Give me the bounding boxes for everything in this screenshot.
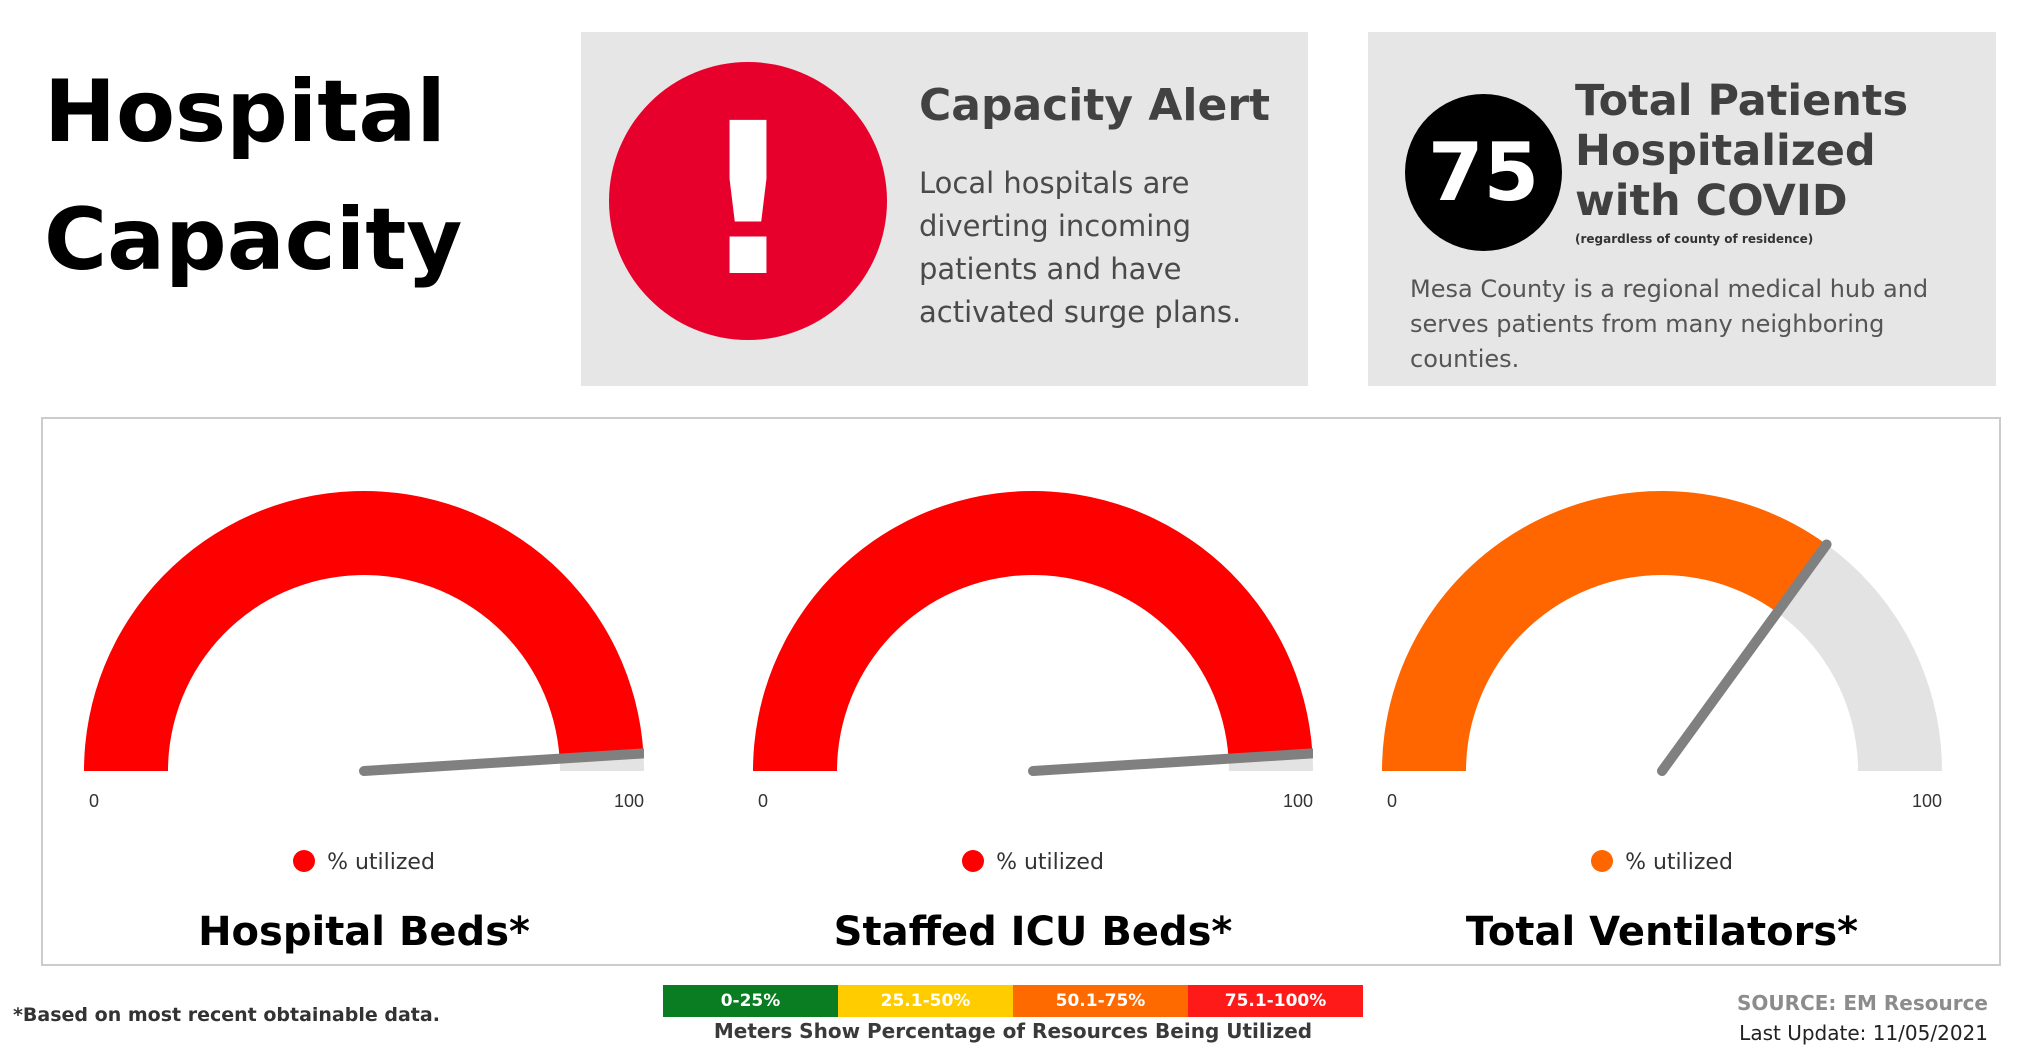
scale-segment-50-75: 50.1-75% — [1013, 985, 1188, 1017]
scale-segment-25-50: 25.1-50% — [838, 985, 1013, 1017]
page-title: Hospital Capacity — [44, 48, 462, 304]
legend-dot — [962, 850, 985, 872]
capacity-alert-panel: ! Capacity Alert Local hospitals are div… — [581, 32, 1308, 386]
footnote: *Based on most recent obtainable data. — [13, 1004, 440, 1026]
gauge-max-label: 100 — [1283, 791, 1313, 811]
legend-label: % utilized — [1625, 850, 1733, 875]
gauges-container: 0 100 % utilized Hospital Beds* 0 100 % ut… — [41, 417, 2001, 966]
scale-caption: Meters Show Percentage of Resources Bein… — [713, 1019, 1313, 1043]
exclamation-icon: ! — [700, 78, 796, 323]
last-update-label: Last Update: 11/05/2021 — [1739, 1021, 1988, 1045]
gauge-legend: % utilized — [753, 850, 1313, 875]
alert-title: Capacity Alert — [919, 80, 1271, 131]
scale-segment-0-25: 0-25% — [663, 985, 838, 1017]
alert-body: Local hospitals are diverting incoming p… — [919, 166, 1242, 329]
gauge-title: Staffed ICU Beds* — [833, 909, 1233, 955]
gauge-max-label: 100 — [614, 791, 644, 811]
patients-title: Total Patients Hospitalized with COVID — [1575, 76, 1909, 226]
gauge-title: Hospital Beds* — [198, 909, 530, 955]
color-scale-bar: 0-25% 25.1-50% 50.1-75% 75.1-100% — [663, 985, 1363, 1017]
gauge-svg: 0 100 — [753, 490, 1313, 811]
gauge-needle — [1028, 748, 1313, 776]
gauge-min-label: 0 — [758, 791, 768, 811]
patients-subtitle: (regardless of county of residence) — [1575, 232, 1814, 246]
patients-body: Mesa County is a regional medical hub an… — [1410, 275, 1929, 373]
gauge-needle — [1657, 539, 1832, 776]
patient-count-badge: 75 — [1405, 94, 1562, 251]
page-title-line-1: Hospital — [44, 62, 446, 162]
legend-label: % utilized — [996, 850, 1104, 875]
gauge-legend: % utilized — [84, 850, 644, 875]
gauge-svg: 0 100 — [1382, 490, 1942, 811]
gauge-min-label: 0 — [89, 791, 99, 811]
alert-icon-circle: ! — [609, 62, 887, 340]
gauge-min-label: 0 — [1387, 791, 1397, 811]
legend-dot — [1591, 850, 1614, 872]
legend-label: % utilized — [327, 850, 435, 875]
gauge-value-arc — [1382, 490, 1827, 771]
gauge-svg: 0 100 — [84, 490, 644, 811]
gauge-total-ventilators: 0 100 % utilized Total Ventilators* — [1382, 419, 1942, 964]
source-label: SOURCE: EM Resource — [1736, 991, 1988, 1015]
page-title-line-2: Capacity — [44, 190, 463, 290]
legend-dot — [293, 850, 316, 872]
gauge-title: Total Ventilators* — [1465, 909, 1859, 955]
gauge-value-arc — [753, 490, 1313, 771]
gauge-needle — [359, 748, 644, 776]
gauge-hospital-beds: 0 100 % utilized Hospital Beds* — [84, 419, 644, 964]
gauge-value-arc — [84, 490, 644, 771]
gauge-legend: % utilized — [1382, 850, 1942, 875]
gauge-staffed-icu-beds: 0 100 % utilized Staffed ICU Beds* — [753, 419, 1313, 964]
gauge-max-label: 100 — [1912, 791, 1942, 811]
patients-panel: 75 Total Patients Hospitalized with COVI… — [1368, 32, 1996, 386]
scale-segment-75-100: 75.1-100% — [1188, 985, 1363, 1017]
